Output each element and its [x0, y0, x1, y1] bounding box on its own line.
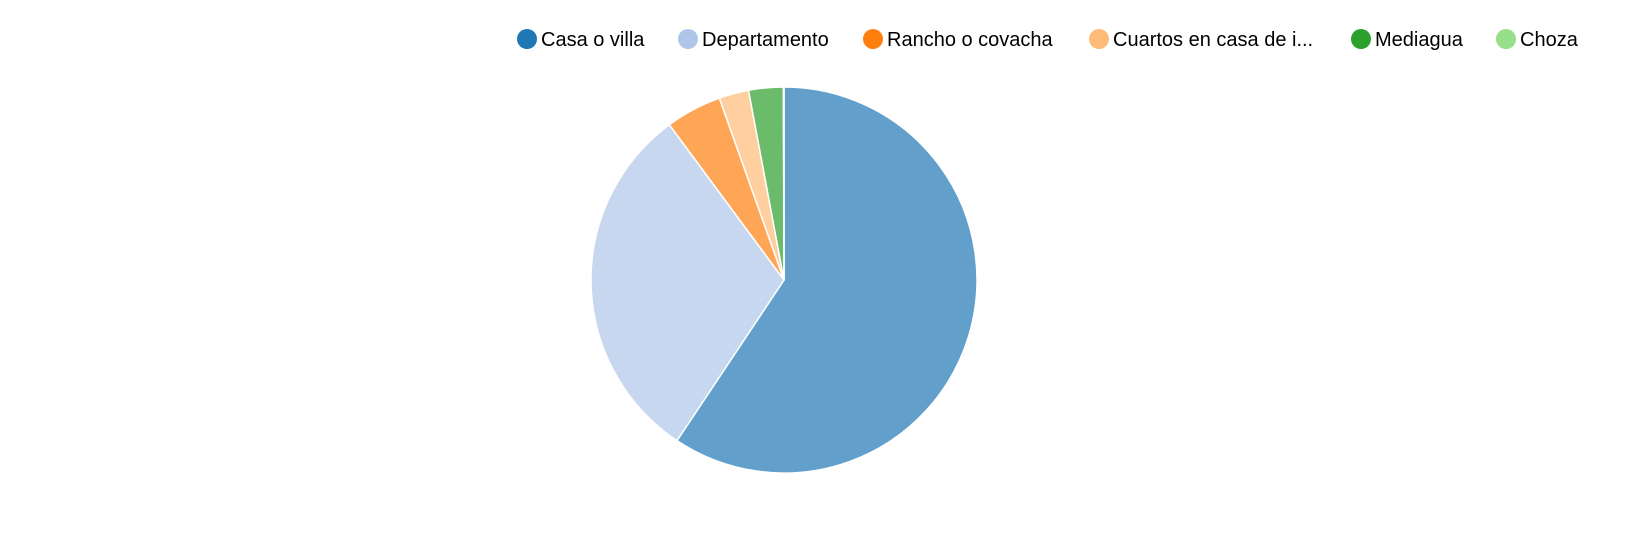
legend-label: Mediagua	[1375, 29, 1464, 51]
legend-item-1[interactable]: Casa o villa	[517, 29, 645, 51]
legend-label: Departamento	[702, 29, 829, 51]
legend-label: Rancho o covacha	[887, 29, 1054, 51]
legend: Casa o villa Departamento Rancho o covacha…	[517, 29, 1579, 51]
legend-marker	[863, 29, 883, 49]
legend-marker	[1351, 29, 1371, 49]
pie-slice-6[interactable]	[782, 86, 785, 281]
legend-item-5[interactable]: Mediagua	[1351, 29, 1464, 51]
pie-slice-2[interactable]	[590, 124, 785, 442]
legend-item-3[interactable]: Rancho o covacha	[863, 29, 1054, 51]
pie-slices	[590, 86, 978, 474]
legend-marker	[678, 29, 698, 49]
legend-label: Choza	[1520, 29, 1579, 51]
legend-marker	[1496, 29, 1516, 49]
legend-item-2[interactable]: Departamento	[678, 29, 829, 51]
pie-slice-1[interactable]	[676, 86, 978, 474]
legend-label: Cuartos en casa de i...	[1113, 29, 1313, 51]
legend-marker	[1089, 29, 1109, 49]
legend-label: Casa o villa	[541, 29, 645, 51]
legend-item-6[interactable]: Choza	[1496, 29, 1579, 51]
legend-item-4[interactable]: Cuartos en casa de i...	[1089, 29, 1313, 51]
legend-marker	[517, 29, 537, 49]
